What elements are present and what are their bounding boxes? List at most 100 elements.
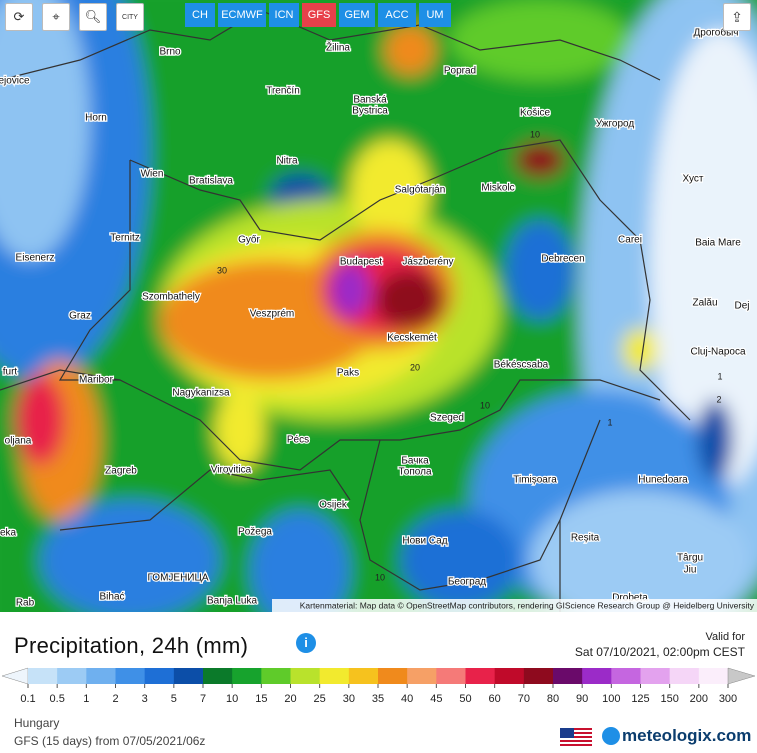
city-label: Hunedoara bbox=[638, 475, 688, 486]
model-button[interactable]: UM bbox=[419, 3, 451, 27]
city-label: Bystrica bbox=[352, 106, 388, 117]
colorbar-label: 2 bbox=[112, 693, 118, 705]
city-label: Nitra bbox=[276, 156, 298, 167]
city-label: Trenčín bbox=[266, 86, 300, 97]
city-button[interactable]: CITY bbox=[116, 3, 144, 31]
city-label: ГОМЈЕНИЦА bbox=[147, 573, 208, 584]
model-button[interactable]: ICN bbox=[269, 3, 299, 27]
contour-label: 20 bbox=[410, 362, 420, 372]
colorbar-segment bbox=[465, 668, 496, 684]
colorbar-label: 10 bbox=[226, 693, 238, 705]
city-label: Pécs bbox=[287, 435, 309, 446]
city-label: Paks bbox=[337, 368, 359, 379]
colorbar-label: 0.5 bbox=[50, 693, 65, 705]
colorbar-segment bbox=[28, 668, 58, 684]
colorbar-segment bbox=[290, 668, 321, 684]
attribution-bg bbox=[272, 599, 757, 612]
contour-label: 30 bbox=[217, 265, 227, 275]
colorbar-segment bbox=[203, 668, 233, 684]
city-label: Szombathely bbox=[142, 292, 200, 303]
city-label: Nagykanizsa bbox=[172, 388, 230, 399]
colorbar-label: 80 bbox=[547, 693, 559, 705]
colorbar-segment bbox=[378, 668, 408, 684]
city-label: Târgu bbox=[677, 553, 703, 564]
precip-field bbox=[0, 0, 757, 612]
colorbar-label: 90 bbox=[576, 693, 588, 705]
colorbar-label: 5 bbox=[171, 693, 177, 705]
model-button[interactable]: GEM bbox=[339, 3, 375, 27]
colorbar-label: 125 bbox=[631, 693, 649, 705]
colorbar-segment bbox=[611, 668, 641, 684]
city-label: Košice bbox=[520, 108, 550, 119]
city-label: Szeged bbox=[430, 413, 464, 424]
city-label: Ужгород bbox=[596, 119, 635, 130]
contour-label: 10 bbox=[530, 129, 540, 139]
city-label: Jiu bbox=[684, 565, 697, 576]
city-label: furt bbox=[3, 367, 18, 378]
city-label: Zagreb bbox=[105, 466, 137, 477]
colorbar-label: 300 bbox=[719, 693, 737, 705]
city-label: Нови Сад bbox=[402, 536, 447, 547]
contour-label: 1 bbox=[607, 417, 612, 427]
colorbar-label: 3 bbox=[142, 693, 148, 705]
city-label: Budapest bbox=[340, 257, 382, 268]
colorbar-segment bbox=[261, 668, 291, 684]
flag[interactable] bbox=[560, 728, 592, 746]
city-label: Virovitica bbox=[211, 465, 252, 476]
city-label: Békéscsaba bbox=[494, 360, 549, 371]
city-label: Banja Luka bbox=[207, 596, 257, 607]
contour-label: 10 bbox=[375, 572, 385, 582]
contour-label: 2 bbox=[716, 394, 721, 404]
share-button[interactable]: ⇪ bbox=[723, 3, 751, 31]
city-label: Timișoara bbox=[513, 475, 557, 486]
city-label: Zalău bbox=[692, 298, 717, 309]
valid-label: Valid for bbox=[705, 631, 745, 643]
city-label: Бачка bbox=[401, 456, 429, 467]
colorbar-segment bbox=[57, 668, 87, 684]
city-label: Baia Mare bbox=[695, 238, 741, 249]
colorbar-label: 0.1 bbox=[20, 693, 35, 705]
colorbar-segment bbox=[319, 668, 350, 684]
colorbar-segment bbox=[348, 668, 379, 684]
city-label: Maribor bbox=[79, 375, 114, 386]
city-label: Wien bbox=[141, 169, 164, 180]
colorbar-label: 1 bbox=[83, 693, 89, 705]
colorbar-label: 200 bbox=[690, 693, 708, 705]
colorbar-segment bbox=[582, 668, 612, 684]
colorbar-arrow bbox=[1, 667, 29, 685]
city-label: Banská bbox=[353, 95, 387, 106]
city-label: Miskolc bbox=[481, 183, 514, 194]
city-label: Osijek bbox=[319, 500, 348, 511]
location-button[interactable]: ⌖ bbox=[42, 3, 70, 31]
model-button[interactable]: GFS bbox=[302, 3, 336, 27]
model-button[interactable]: ECMWF bbox=[218, 3, 266, 27]
info-button[interactable]: i bbox=[296, 633, 316, 653]
brand: meteologix.com bbox=[622, 726, 752, 745]
city-label: Kecskemét bbox=[387, 333, 437, 344]
city-label: Graz bbox=[69, 311, 91, 322]
city-label: Győr bbox=[238, 235, 260, 246]
colorbar-label: 20 bbox=[284, 693, 296, 705]
colorbar-segment bbox=[115, 668, 146, 684]
model-button[interactable]: CH bbox=[185, 3, 215, 27]
city-label: Debrecen bbox=[541, 254, 584, 265]
colorbar-segment bbox=[407, 668, 437, 684]
colorbar-segment bbox=[523, 668, 554, 684]
colorbar-arrow bbox=[727, 667, 756, 685]
city-label: oljana bbox=[5, 436, 32, 447]
refresh-button[interactable]: ⟳ bbox=[5, 3, 33, 31]
model-button[interactable]: ACC bbox=[378, 3, 416, 27]
colorbar-label: 100 bbox=[602, 693, 620, 705]
colorbar-segment bbox=[669, 668, 700, 684]
zoom-button[interactable]: 🔍︎ bbox=[79, 3, 107, 31]
colorbar-segment bbox=[232, 668, 262, 684]
colorbar-label: 45 bbox=[430, 693, 442, 705]
attribution: Kartenmaterial: Map data © OpenStreetMap… bbox=[300, 600, 755, 610]
city-label: Bihać bbox=[99, 592, 124, 603]
city-label: Žilina bbox=[326, 41, 350, 54]
city-label: Reșita bbox=[571, 533, 600, 544]
city-label: Brno bbox=[159, 47, 181, 58]
contour-label: 1 bbox=[717, 371, 722, 381]
city-label: Топола bbox=[398, 467, 431, 478]
